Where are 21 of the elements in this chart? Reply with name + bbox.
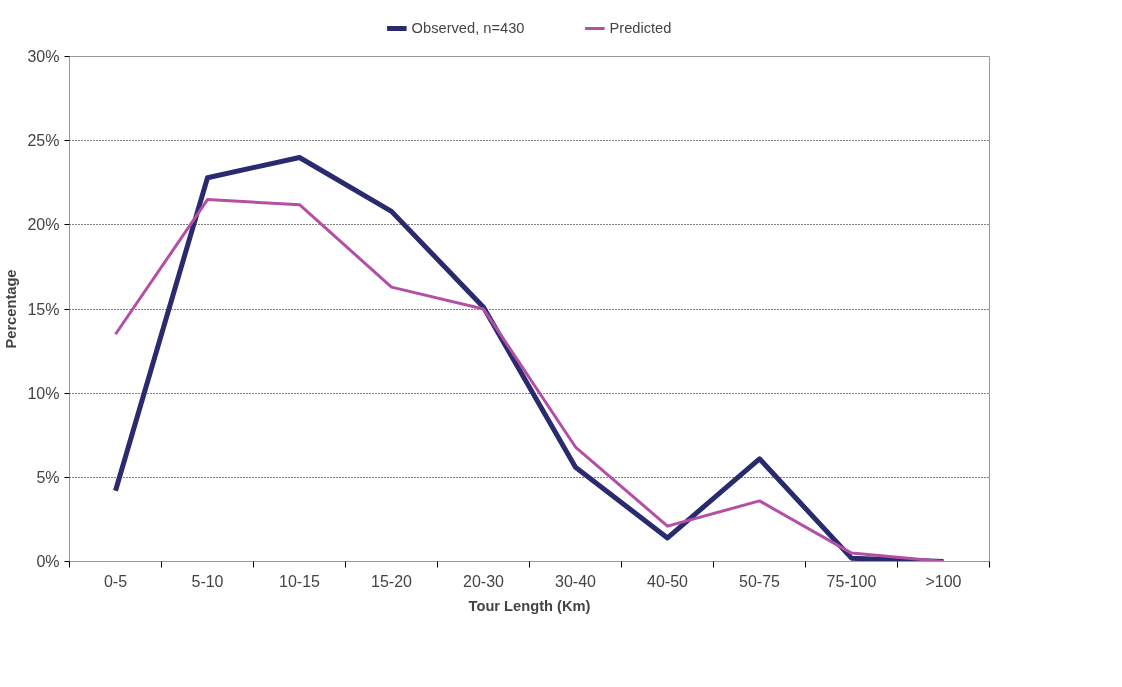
y-tick-label: 30%	[27, 48, 60, 65]
x-tick-label: >100	[925, 572, 962, 590]
x-tick-label: 20-30	[463, 572, 505, 590]
y-tick-label: 20%	[27, 216, 60, 234]
x-tick-label: 15-20	[371, 572, 413, 590]
y-axis-title: Percentage	[3, 269, 20, 349]
x-tick-label: 40-50	[647, 572, 689, 590]
x-axis-title: Tour Length (Km)	[468, 597, 591, 614]
y-tick-label: 15%	[27, 300, 60, 318]
y-tick-label: 10%	[27, 384, 60, 402]
x-tick-label: 75-100	[826, 572, 877, 590]
y-tick-label: 25%	[27, 132, 60, 150]
x-tick-label: 5-10	[191, 572, 224, 590]
legend-label: Observed, n=430	[411, 20, 525, 36]
x-tick-label: 10-15	[279, 572, 321, 590]
x-tick-label: 0-5	[103, 572, 128, 590]
y-tick-label: 0%	[36, 553, 60, 570]
x-tick-label: 30-40	[555, 572, 597, 590]
legend-label: Predicted	[609, 20, 672, 36]
y-tick-label: 5%	[36, 468, 60, 486]
x-tick-label: 50-75	[739, 572, 781, 590]
